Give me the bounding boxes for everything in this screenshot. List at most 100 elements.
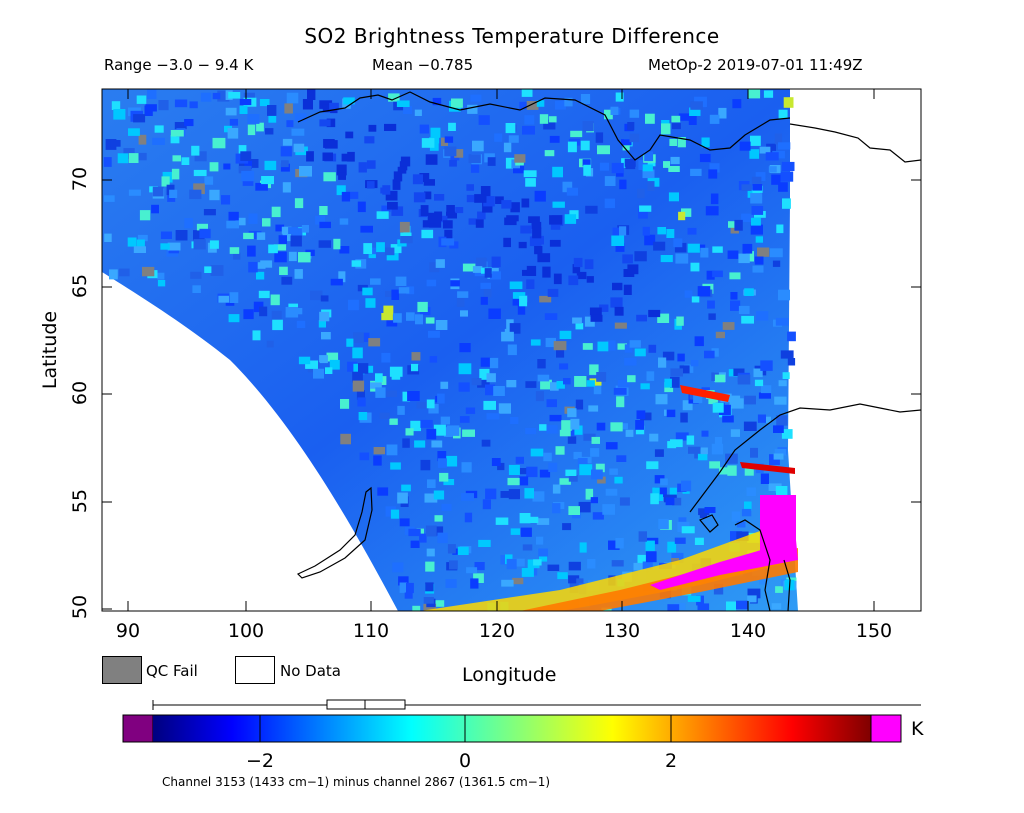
swath-cell bbox=[644, 234, 656, 246]
swath-cell bbox=[605, 442, 618, 450]
swath-cell bbox=[408, 528, 421, 537]
swath-cell bbox=[678, 113, 691, 121]
swath-cell bbox=[406, 286, 415, 295]
swath-cell bbox=[119, 268, 130, 277]
swath-cell bbox=[642, 164, 653, 172]
swath-cell bbox=[495, 517, 509, 525]
swath-cell bbox=[353, 332, 364, 344]
swath-cell bbox=[545, 337, 556, 348]
swath-cell bbox=[307, 89, 316, 100]
swath-cell bbox=[242, 178, 254, 186]
swath-cell bbox=[552, 201, 565, 208]
swath-cell bbox=[256, 122, 264, 132]
swath-cell bbox=[456, 298, 465, 307]
swath-cell bbox=[434, 515, 443, 522]
swath-cell bbox=[500, 491, 512, 498]
swath-cell bbox=[381, 205, 391, 212]
swath-cell bbox=[458, 363, 472, 375]
swath-cell bbox=[426, 548, 435, 557]
swath-cell bbox=[441, 238, 455, 246]
swath-cell bbox=[566, 187, 578, 196]
swath-cell bbox=[741, 508, 752, 517]
swath-cell bbox=[739, 141, 751, 151]
swath-cell bbox=[539, 424, 547, 431]
swath-cell bbox=[444, 136, 454, 143]
swath-cell bbox=[433, 424, 446, 436]
swath-cell bbox=[559, 478, 571, 485]
swath-cell bbox=[472, 266, 483, 273]
swath-cell bbox=[693, 392, 703, 404]
swath-cell bbox=[377, 487, 389, 496]
swath-cell bbox=[667, 541, 677, 553]
swath-cell bbox=[145, 104, 157, 112]
map-title: SO2 Brightness Temperature Difference bbox=[304, 24, 720, 48]
swath-cell bbox=[497, 462, 505, 471]
swath-cell bbox=[687, 595, 701, 602]
swath-cell bbox=[428, 404, 439, 414]
swath-cell bbox=[244, 160, 252, 169]
swath-cell bbox=[434, 211, 443, 221]
swath-cell bbox=[290, 308, 303, 315]
swath-cell bbox=[617, 343, 627, 350]
swath-cell bbox=[635, 425, 645, 435]
y-axis-ticks bbox=[102, 179, 921, 610]
swath-cell bbox=[778, 109, 788, 119]
swath-cell bbox=[301, 225, 309, 233]
swath-cell bbox=[139, 210, 151, 221]
swath-cell bbox=[645, 540, 655, 551]
swath-cell bbox=[437, 532, 448, 544]
swath-cell bbox=[634, 251, 647, 262]
swath-cell bbox=[595, 132, 604, 143]
swath-cell bbox=[434, 194, 445, 201]
swath-cell bbox=[553, 273, 562, 285]
swath-cell bbox=[426, 279, 437, 287]
swath-cell bbox=[104, 195, 115, 202]
swath-cell bbox=[700, 247, 709, 258]
swath-cell bbox=[576, 578, 584, 587]
swath-cell bbox=[667, 604, 680, 611]
swath-cell bbox=[744, 395, 756, 405]
swath-cell bbox=[520, 225, 532, 234]
swath-cell bbox=[503, 237, 511, 248]
swath-cell bbox=[668, 192, 679, 202]
swath-cell bbox=[602, 504, 615, 515]
swath-cell bbox=[701, 137, 710, 148]
swath-cell bbox=[750, 224, 763, 235]
swath-cell bbox=[370, 382, 382, 389]
swath-cell bbox=[157, 280, 166, 287]
swath-cell bbox=[294, 269, 303, 279]
swath-cell bbox=[452, 548, 462, 555]
swath-cell bbox=[386, 319, 398, 327]
swath-cell bbox=[446, 425, 460, 436]
swath-cell bbox=[193, 183, 205, 195]
swath-cell bbox=[760, 473, 769, 484]
swath-cell bbox=[233, 252, 241, 260]
swath-cell bbox=[710, 193, 719, 205]
swath-cell bbox=[172, 155, 181, 162]
swath-cell bbox=[531, 221, 542, 229]
swath-cell bbox=[765, 152, 779, 161]
swath-cell bbox=[104, 233, 112, 242]
swath-cell bbox=[441, 503, 452, 511]
swath-cell bbox=[397, 166, 407, 174]
swath-cell bbox=[722, 322, 735, 330]
swath-cell bbox=[322, 104, 333, 113]
swath-cell bbox=[769, 248, 783, 258]
swath-cell bbox=[654, 494, 663, 501]
swath-cell bbox=[697, 449, 708, 461]
swath-cell bbox=[506, 380, 517, 388]
swath-cell bbox=[319, 119, 331, 127]
swath-cell bbox=[750, 193, 763, 204]
swath-cell bbox=[238, 165, 252, 174]
swath-cell bbox=[665, 497, 675, 506]
swath-cell bbox=[512, 577, 524, 585]
swath-cell bbox=[258, 290, 270, 299]
swath-cell bbox=[775, 486, 788, 497]
swath-cell bbox=[480, 186, 491, 197]
swath-cell bbox=[470, 94, 482, 102]
swath-cell bbox=[494, 133, 503, 142]
swath-cell bbox=[366, 181, 375, 189]
swath-cell bbox=[747, 89, 761, 99]
swath-cell bbox=[282, 182, 291, 193]
swath-cell bbox=[653, 241, 666, 251]
